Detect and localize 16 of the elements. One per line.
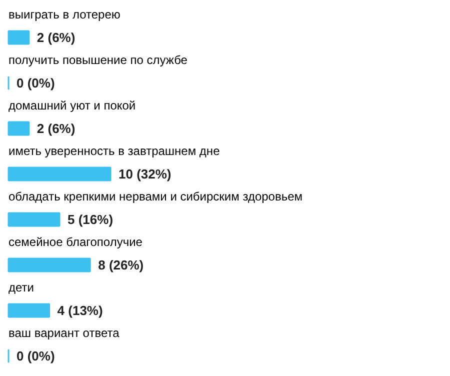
data-label: 0 (0%): [16, 76, 55, 90]
y-tick-label: иметь уверенность в завтрашнем дне: [8, 144, 220, 158]
y-tick-label: дети: [8, 280, 34, 294]
y-tick-label: домашний уют и покой: [8, 98, 136, 112]
y-tick-label: обладать крепкими нервами и сибирским здоровьем: [8, 190, 303, 204]
data-label: 2 (6%): [36, 30, 76, 45]
y-tick-label: семейное благополучие: [8, 235, 143, 249]
data-label: 2 (6%): [36, 121, 76, 136]
y-tick-label: выиграть в лотерею: [8, 8, 120, 22]
data-label: 4 (13%): [57, 303, 103, 318]
data-label: 8 (26%): [98, 258, 144, 272]
data-label: 5 (16%): [68, 212, 114, 227]
data-label: 0 (0%): [16, 348, 55, 364]
data-label: 10 (32%): [118, 166, 172, 182]
y-tick-label: ваш вариант ответа: [8, 326, 120, 340]
y-tick-label: получить повышение по службе: [8, 53, 188, 67]
